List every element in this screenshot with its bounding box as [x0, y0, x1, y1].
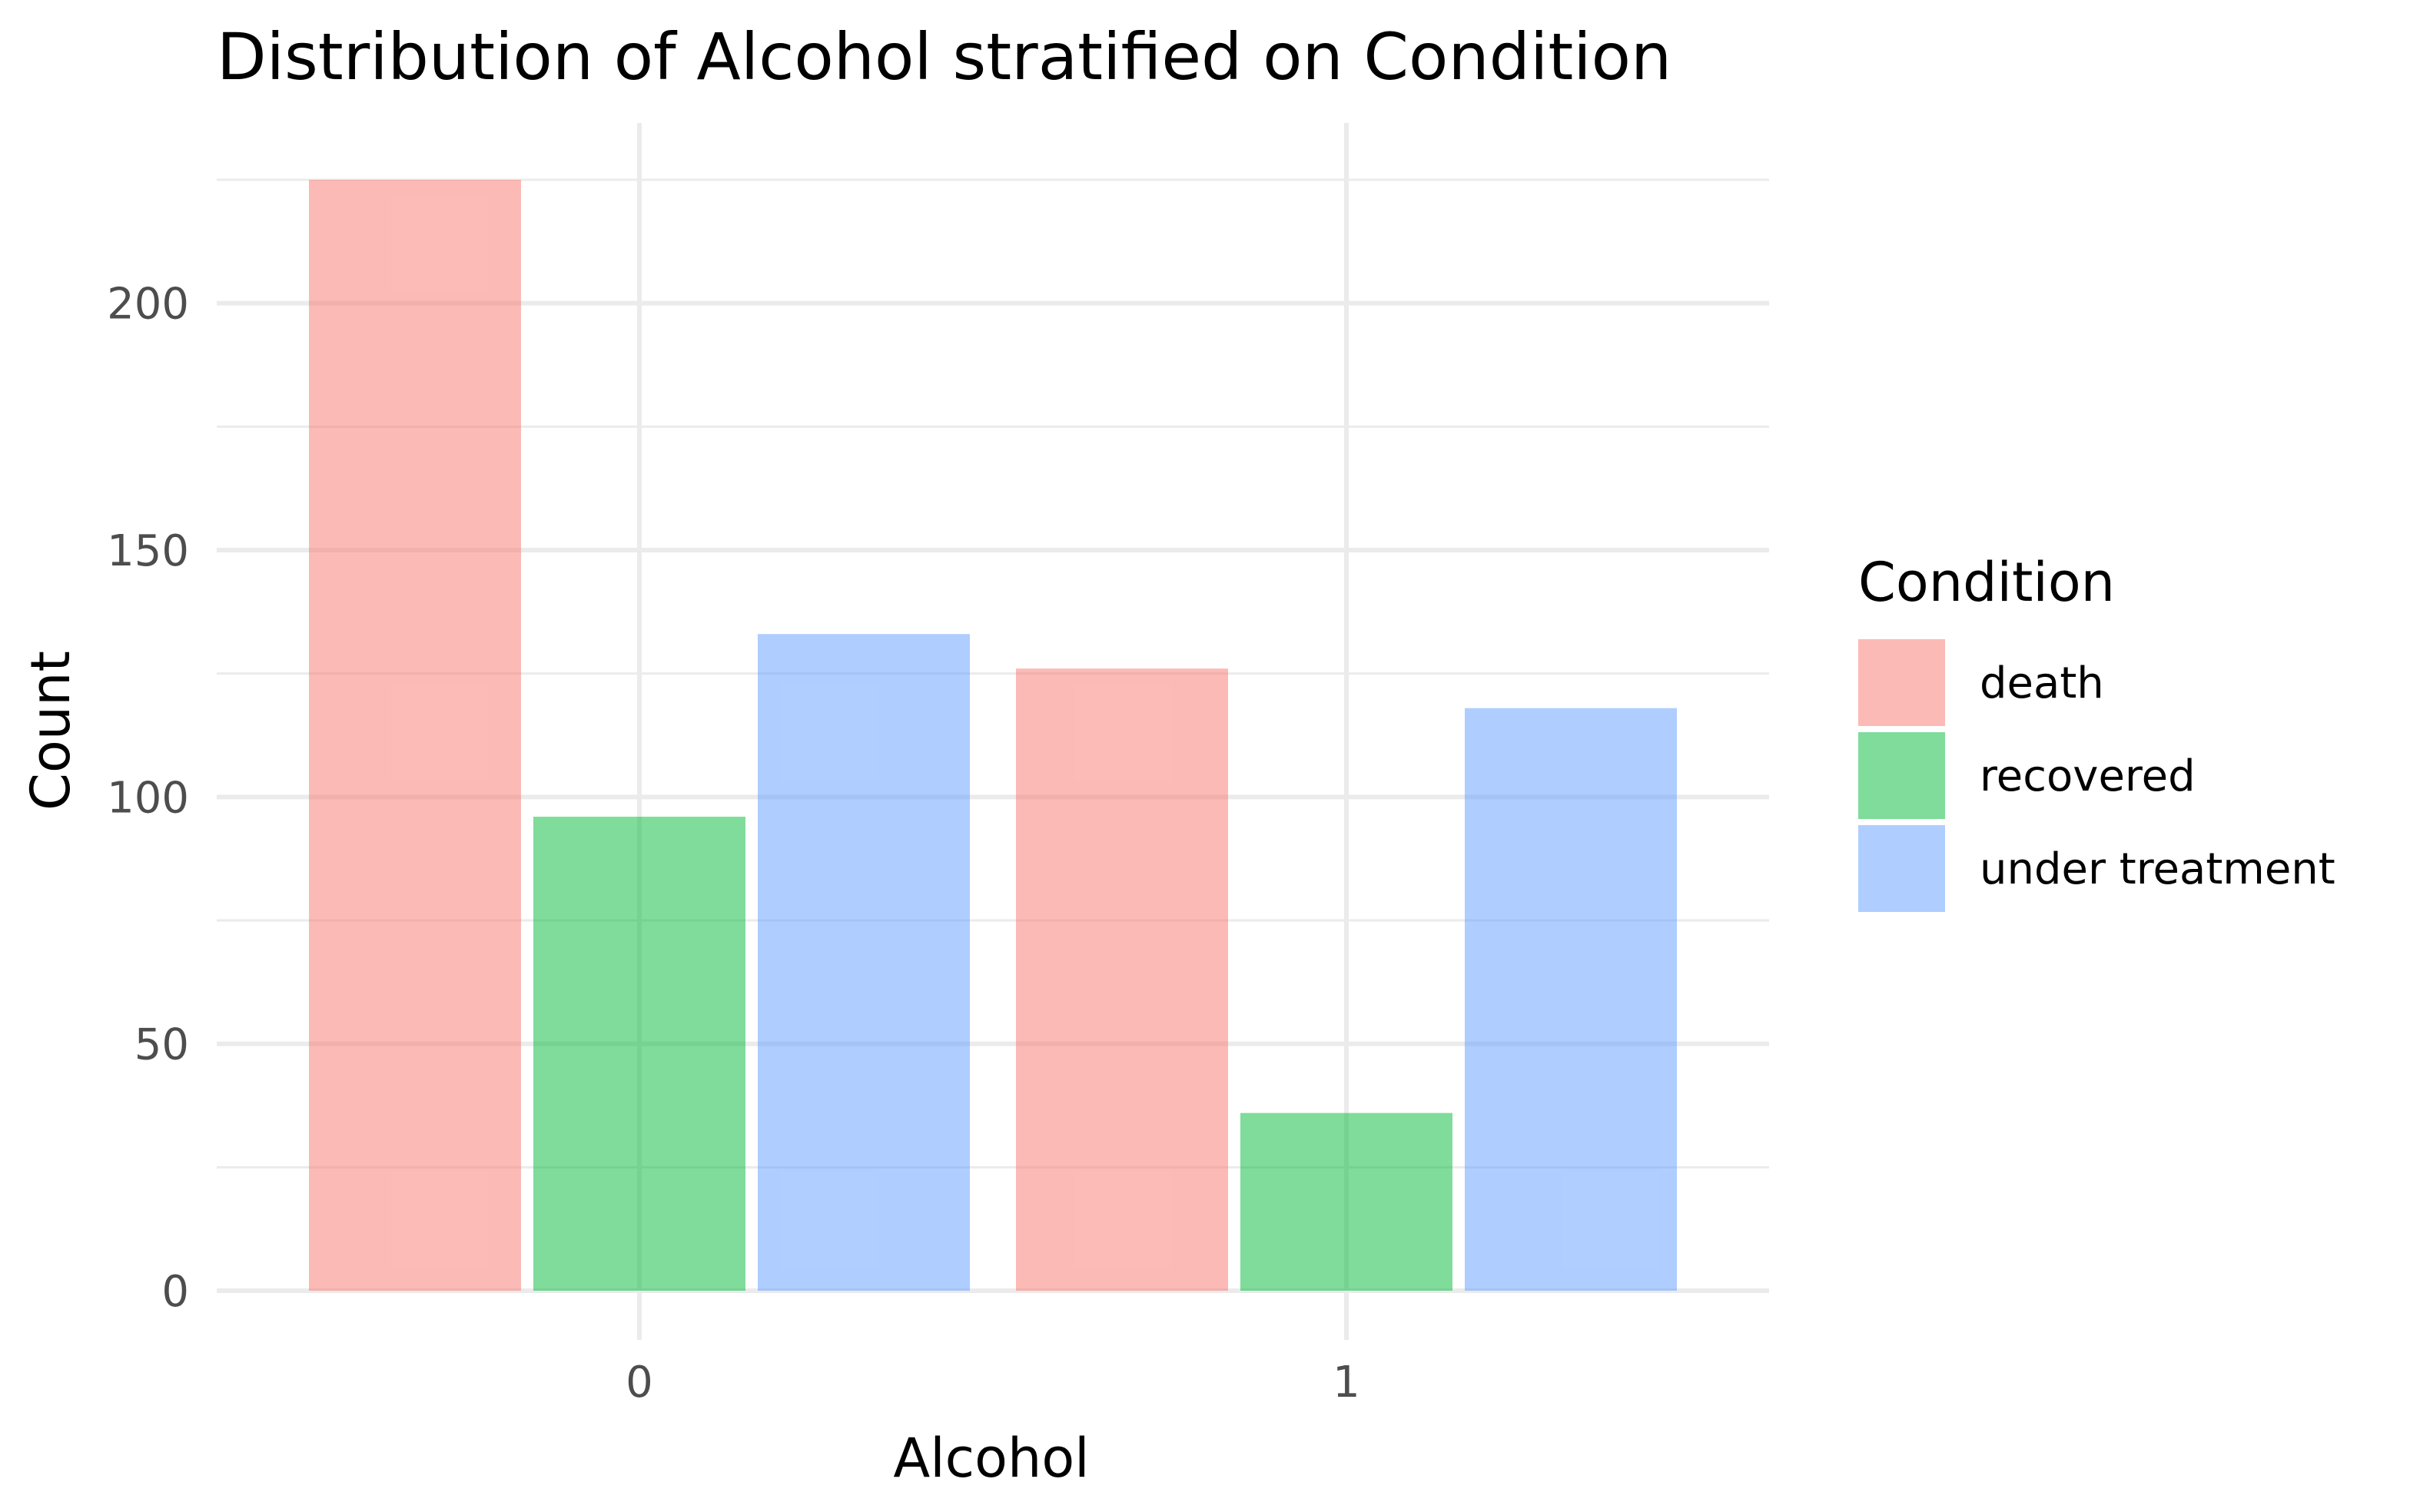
legend: Condition death recovered under treatment: [1858, 551, 2335, 912]
y-tick-label: 0: [161, 1267, 189, 1317]
y-tick-label: 50: [134, 1020, 189, 1070]
y-tick-label: 100: [107, 773, 189, 823]
legend-label: recovered: [1980, 751, 2196, 801]
x-axis-title: Alcohol: [893, 1427, 1089, 1490]
y-tick-label: 150: [107, 526, 189, 576]
legend-label: death: [1980, 658, 2104, 708]
bars: [309, 180, 1677, 1291]
bar-death-0: [309, 180, 521, 1291]
legend-key-death: [1858, 639, 1945, 726]
bar-death-1: [1016, 668, 1228, 1291]
x-tick-label: 1: [1333, 1358, 1360, 1408]
legend-label: under treatment: [1980, 844, 2335, 894]
chart-title: Distribution of Alcohol stratified on Co…: [217, 19, 1671, 94]
legend-key-under-treatment: [1858, 825, 1945, 912]
y-axis-ticks: 0 50 100 150 200: [107, 280, 189, 1317]
y-axis-title: Count: [19, 651, 82, 811]
legend-key-recovered: [1858, 732, 1945, 819]
bar-recovered-0: [533, 817, 745, 1291]
y-tick-label: 200: [107, 280, 189, 330]
legend-title: Condition: [1858, 551, 2115, 614]
x-tick-label: 0: [626, 1358, 653, 1408]
bar-under-treatment-1: [1465, 708, 1677, 1291]
bar-under-treatment-0: [758, 634, 970, 1291]
bar-recovered-1: [1240, 1112, 1452, 1291]
